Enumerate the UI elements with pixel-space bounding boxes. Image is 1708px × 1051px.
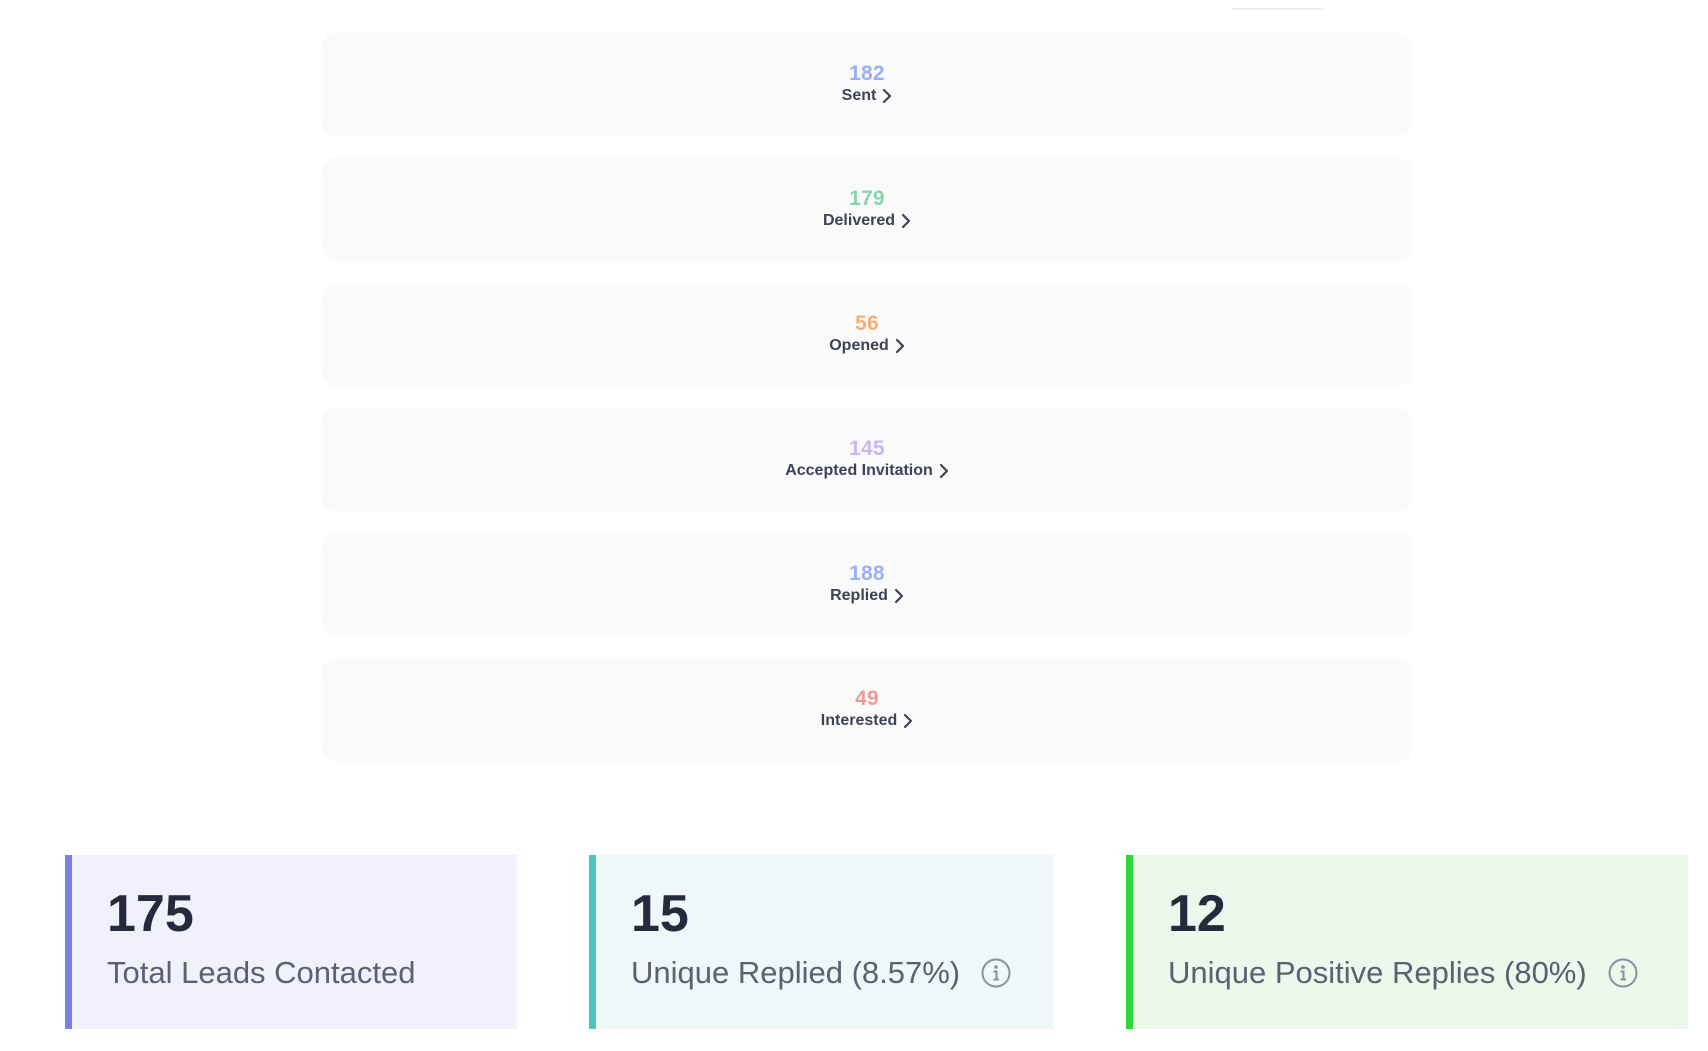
- funnel-value: 49: [855, 687, 879, 710]
- stat-value: 15: [631, 885, 689, 943]
- funnel-value: 145: [849, 437, 885, 460]
- chevron-right-icon: [894, 588, 904, 604]
- stat-label: Total Leads Contacted: [107, 955, 416, 990]
- funnel-label: Opened: [829, 337, 889, 354]
- funnel-label: Replied: [830, 587, 888, 604]
- funnel-stage-delivered[interactable]: 179 Delivered: [322, 158, 1412, 260]
- funnel-stage-opened[interactable]: 56 Opened: [322, 283, 1412, 385]
- funnel-label: Delivered: [822, 212, 896, 229]
- top-tab-indicator: [1232, 8, 1324, 10]
- funnel-label: Interested: [820, 712, 898, 729]
- funnel-label: Sent: [841, 87, 877, 104]
- chevron-right-icon: [895, 338, 905, 354]
- stat-label: Unique Positive Replies (80%): [1168, 955, 1587, 990]
- funnel-label: Accepted Invitation: [785, 462, 933, 479]
- chevron-right-icon: [882, 88, 892, 104]
- funnel-value: 56: [855, 312, 879, 335]
- stat-card-accent-bar: [1126, 855, 1133, 1029]
- stat-value: 175: [107, 885, 194, 943]
- chevron-right-icon: [939, 463, 949, 479]
- campaign-funnel: 182 Sent 179 Delivered 56 Opened 145 Acc…: [322, 33, 1412, 783]
- funnel-value: 182: [849, 62, 885, 85]
- info-circle-icon[interactable]: [1607, 957, 1639, 989]
- chevron-right-icon: [901, 213, 911, 229]
- stat-card-total-leads: 175 Total Leads Contacted: [65, 855, 517, 1029]
- funnel-stage-accepted-invitation[interactable]: 145 Accepted Invitation: [322, 408, 1412, 510]
- stat-card-accent-bar: [589, 855, 596, 1029]
- stat-card-unique-positive-replies: 12 Unique Positive Replies (80%): [1126, 855, 1688, 1029]
- stat-label: Unique Replied (8.57%): [631, 955, 961, 990]
- funnel-stage-interested[interactable]: 49 Interested: [322, 658, 1412, 760]
- funnel-value: 188: [849, 562, 885, 585]
- chevron-right-icon: [903, 713, 913, 729]
- stat-card-accent-bar: [65, 855, 72, 1029]
- funnel-stage-sent[interactable]: 182 Sent: [322, 33, 1412, 135]
- stat-value: 12: [1168, 885, 1226, 943]
- funnel-value: 179: [849, 187, 885, 210]
- info-circle-icon[interactable]: [980, 957, 1012, 989]
- stat-card-unique-replied: 15 Unique Replied (8.57%): [589, 855, 1054, 1029]
- funnel-stage-replied[interactable]: 188 Replied: [322, 533, 1412, 635]
